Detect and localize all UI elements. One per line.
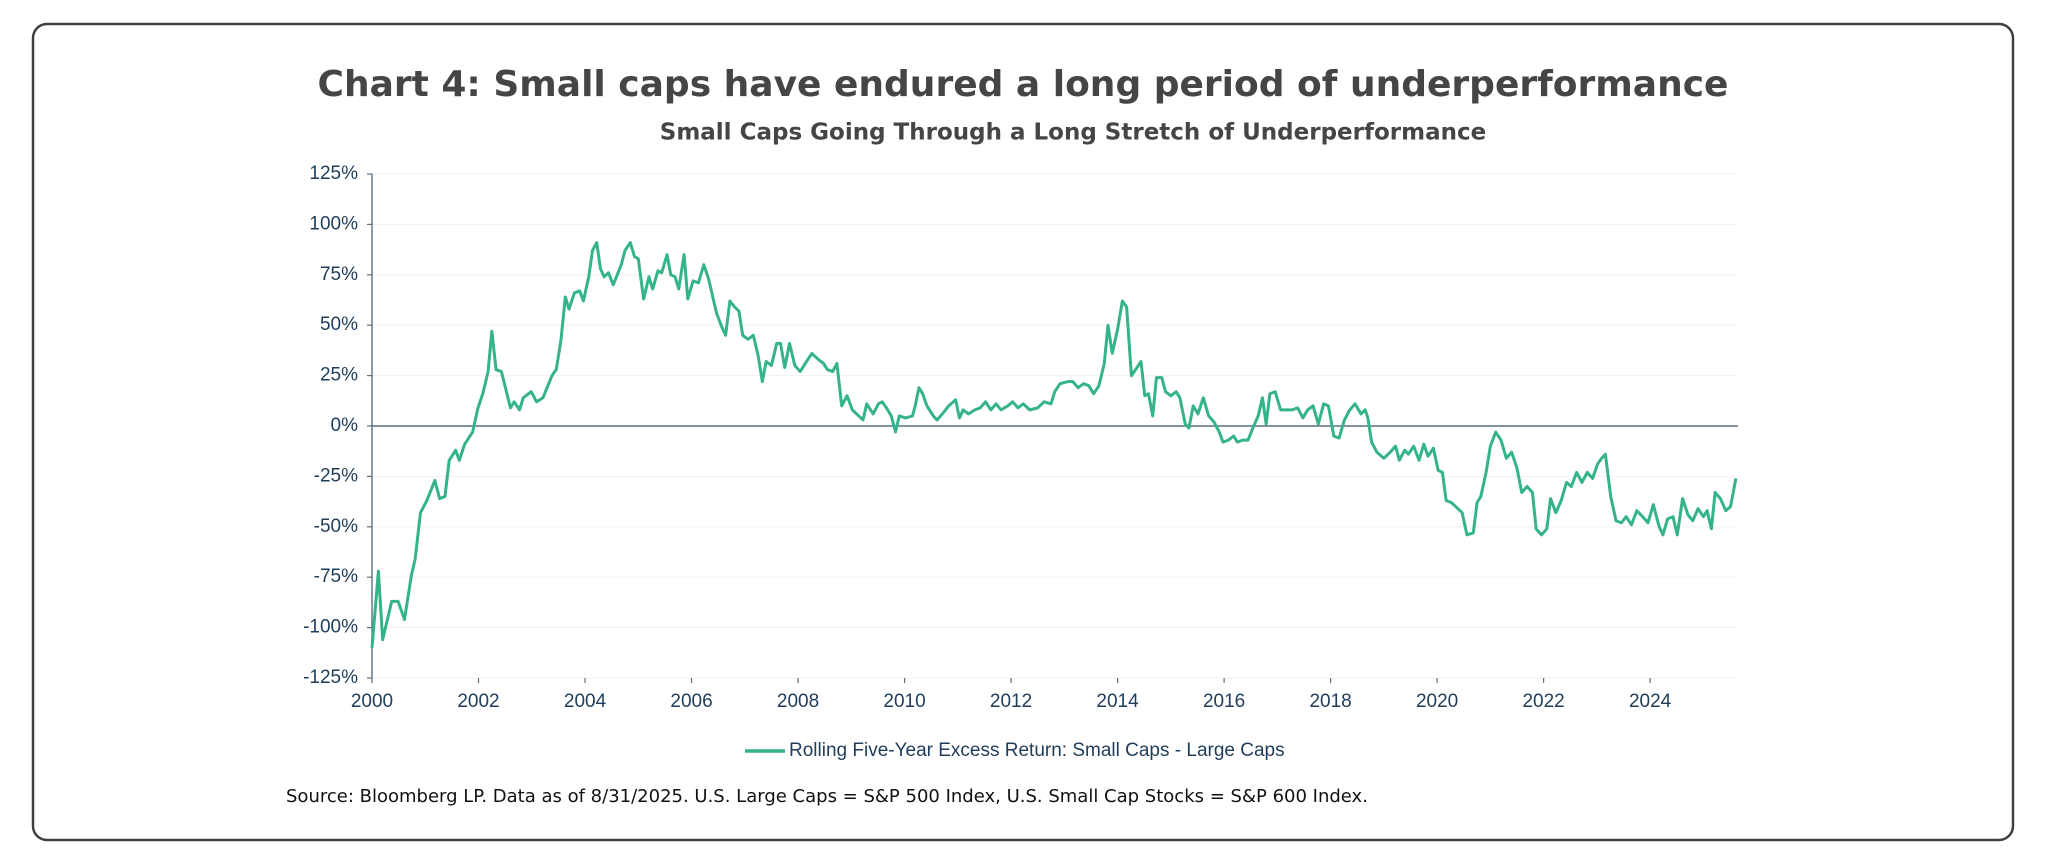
x-tick-label: 2018 <box>1309 691 1351 712</box>
x-tick-label: 2024 <box>1629 691 1672 712</box>
x-tick-label: 2014 <box>1096 691 1139 712</box>
x-tick-label: 2022 <box>1522 691 1564 712</box>
y-tick-label: 25% <box>320 365 358 386</box>
y-tick-label: -125% <box>303 667 358 688</box>
y-tick-label: 50% <box>320 314 358 335</box>
x-tick-label: 2004 <box>564 691 607 712</box>
chart-subtitle: Small Caps Going Through a Long Stretch … <box>660 120 1486 146</box>
frame <box>31 22 2015 842</box>
x-tick-label: 2006 <box>670 691 712 712</box>
legend-label: Rolling Five-Year Excess Return: Small C… <box>789 740 1285 761</box>
y-tick-label: -50% <box>314 516 358 537</box>
x-tick-label: 2002 <box>457 691 499 712</box>
x-tick-label: 2008 <box>777 691 819 712</box>
y-tick-label: -100% <box>303 617 358 638</box>
y-tick-label: 0% <box>331 415 359 436</box>
chart-title: Chart 4: Small caps have endured a long … <box>318 64 1729 105</box>
y-tick-label: -75% <box>314 566 358 587</box>
y-tick-label: 75% <box>320 264 358 285</box>
x-tick-label: 2000 <box>351 691 393 712</box>
x-tick-label: 2010 <box>883 691 925 712</box>
y-tick-label: 125% <box>309 163 358 184</box>
y-tick-label: 100% <box>309 213 358 234</box>
x-tick-label: 2020 <box>1416 691 1458 712</box>
data-line <box>370 241 1738 648</box>
source-note: Source: Bloomberg LP. Data as of 8/31/20… <box>286 786 1368 807</box>
y-tick-label: -25% <box>314 465 358 486</box>
x-tick-label: 2016 <box>1203 691 1245 712</box>
x-tick-label: 2012 <box>990 691 1032 712</box>
